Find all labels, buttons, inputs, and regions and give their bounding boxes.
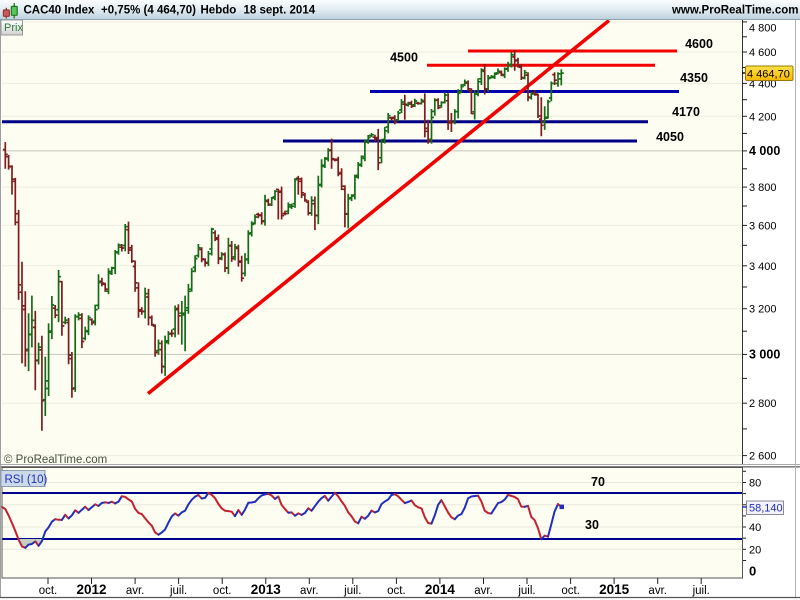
svg-text:4 400: 4 400 [749,78,777,90]
svg-text:40: 40 [749,522,761,534]
svg-text:2014: 2014 [425,582,456,597]
svg-text:avr.: avr. [648,585,667,597]
svg-text:18 sept. 2014: 18 sept. 2014 [244,5,316,17]
svg-text:oct.: oct. [387,585,406,597]
svg-text:4600: 4600 [685,37,713,51]
svg-text:avr.: avr. [300,585,319,597]
svg-text:© ProRealTime.com: © ProRealTime.com [4,454,107,466]
svg-text:4050: 4050 [656,130,684,144]
svg-text:4 000: 4 000 [749,144,780,158]
svg-text:2013: 2013 [251,582,282,597]
svg-text:4350: 4350 [680,71,708,85]
svg-text:2 600: 2 600 [749,451,777,463]
svg-text:2012: 2012 [76,582,106,597]
svg-text:oct.: oct. [213,585,232,597]
svg-text:80: 80 [749,478,761,490]
svg-text:4170: 4170 [672,105,700,119]
svg-text:juil.: juil. [343,585,361,597]
svg-text:Prix: Prix [4,22,23,34]
svg-text:58,140: 58,140 [749,503,783,515]
svg-text:4 464,70: 4 464,70 [747,69,790,81]
svg-text:3 000: 3 000 [749,347,780,361]
svg-text:70: 70 [591,475,605,489]
svg-text:CAC40 Index: CAC40 Index [24,5,96,17]
svg-text:avr.: avr. [126,585,145,597]
svg-text:4 800: 4 800 [749,23,777,35]
svg-text:juil.: juil. [169,585,187,597]
svg-text:0: 0 [749,564,756,579]
svg-text:+0,75% (4 464,70): +0,75% (4 464,70) [101,5,196,17]
svg-text:oct.: oct. [39,585,58,597]
svg-text:Hebdo: Hebdo [201,5,237,17]
svg-text:RSI (10): RSI (10) [5,474,48,486]
svg-text:3 600: 3 600 [749,220,777,232]
svg-text:2015: 2015 [599,582,630,597]
svg-text:20: 20 [749,544,761,556]
svg-text:30: 30 [585,518,599,532]
svg-text:juil.: juil. [517,585,535,597]
svg-text:2 800: 2 800 [749,398,777,410]
svg-text:www.ProRealTime.com: www.ProRealTime.com [671,5,799,17]
svg-text:avr.: avr. [474,585,493,597]
svg-text:4500: 4500 [390,51,418,65]
svg-text:3 400: 3 400 [749,261,777,273]
svg-text:3 800: 3 800 [749,182,777,194]
svg-text:juil.: juil. [692,585,710,597]
svg-text:4 200: 4 200 [749,111,777,123]
svg-text:oct.: oct. [561,585,580,597]
svg-text:3 200: 3 200 [749,304,777,316]
svg-text:4 600: 4 600 [749,47,777,59]
